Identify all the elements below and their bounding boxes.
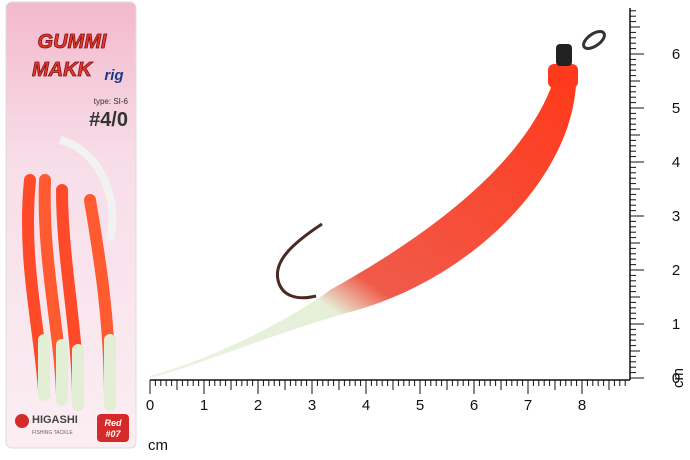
brand: GUMMI (38, 31, 107, 53)
maker-tagline: FISHING TACKLE (32, 430, 73, 436)
ruler-label: 1 (672, 316, 680, 333)
lure (150, 30, 606, 378)
ruler-label: 2 (254, 397, 262, 414)
ruler-label: 5 (672, 100, 680, 117)
maker: HIGASHI (32, 414, 78, 426)
size: #4/0 (89, 109, 128, 131)
ruler-label: 4 (362, 397, 370, 414)
ruler-label: 2 (672, 262, 680, 279)
ruler-label: 6 (470, 397, 478, 414)
rulers: 0 1 2 3 4 5 6 7 8 0 1 2 3 4 5 6 (146, 8, 680, 414)
maker-logo (15, 414, 29, 428)
ruler-label: 5 (416, 397, 424, 414)
ruler-unit: cm (670, 368, 687, 388)
ruler-label: 3 (672, 208, 680, 225)
ruler-label: 8 (578, 397, 586, 414)
ruler-label: 4 (672, 154, 680, 171)
brand-suffix: rig (104, 67, 123, 84)
ruler-label: 3 (308, 397, 316, 414)
color-badge (97, 414, 129, 442)
ruler-label: 7 (524, 397, 532, 414)
ruler-label: 0 (672, 370, 680, 387)
brand: MAKK (32, 59, 94, 81)
ruler-label: 1 (200, 397, 208, 414)
package: GUMMI MAKK rig type: SI-6 #4/0 HIGASHI F… (5, 1, 137, 449)
ruler-label: 6 (672, 46, 680, 63)
ruler-unit: cm (148, 437, 168, 454)
color-code: #07 (105, 429, 121, 439)
ruler-label: 0 (146, 397, 154, 414)
packaged-lures (22, 136, 117, 411)
color-name: Red (104, 418, 122, 428)
type-label: type: SI-6 (94, 97, 129, 106)
